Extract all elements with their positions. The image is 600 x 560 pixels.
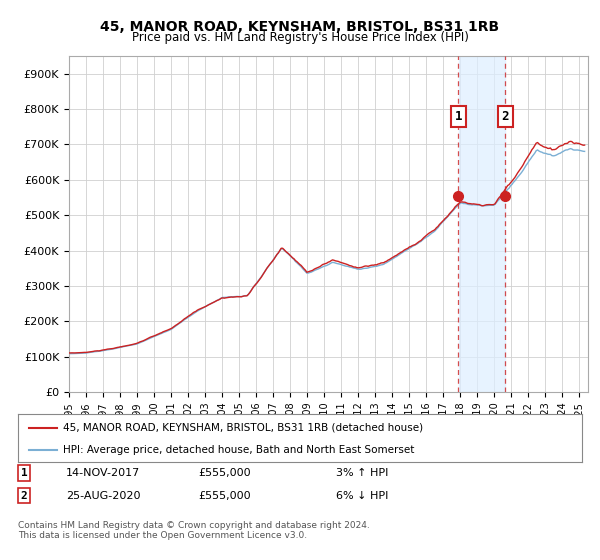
Text: £555,000: £555,000 <box>198 468 251 478</box>
Text: 45, MANOR ROAD, KEYNSHAM, BRISTOL, BS31 1RB: 45, MANOR ROAD, KEYNSHAM, BRISTOL, BS31 … <box>100 20 500 34</box>
Text: 1: 1 <box>454 110 462 123</box>
Text: Contains HM Land Registry data © Crown copyright and database right 2024.
This d: Contains HM Land Registry data © Crown c… <box>18 521 370 540</box>
Text: 2: 2 <box>20 491 28 501</box>
Text: 3% ↑ HPI: 3% ↑ HPI <box>336 468 388 478</box>
Text: 25-AUG-2020: 25-AUG-2020 <box>66 491 140 501</box>
Text: 45, MANOR ROAD, KEYNSHAM, BRISTOL, BS31 1RB (detached house): 45, MANOR ROAD, KEYNSHAM, BRISTOL, BS31 … <box>63 423 423 433</box>
Text: HPI: Average price, detached house, Bath and North East Somerset: HPI: Average price, detached house, Bath… <box>63 445 415 455</box>
Text: 14-NOV-2017: 14-NOV-2017 <box>66 468 140 478</box>
Text: 2: 2 <box>502 110 509 123</box>
Text: £555,000: £555,000 <box>198 491 251 501</box>
Text: Price paid vs. HM Land Registry's House Price Index (HPI): Price paid vs. HM Land Registry's House … <box>131 31 469 44</box>
Text: 1: 1 <box>20 468 28 478</box>
Text: 6% ↓ HPI: 6% ↓ HPI <box>336 491 388 501</box>
